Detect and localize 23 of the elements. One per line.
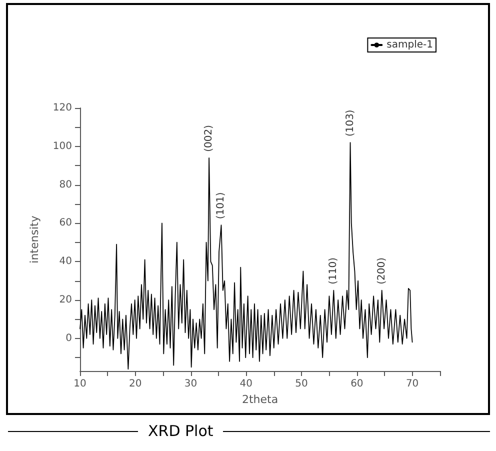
x-tick-label: 20 [129,378,142,390]
x-tick-label: 70 [406,378,419,390]
y-tick-label: 80 [59,179,72,190]
annotation: (110) [328,257,340,284]
y-tick-label: 60 [59,218,72,229]
annotation: (101) [216,192,227,220]
x-tick-label: 60 [350,378,364,390]
y-tick-label: 20 [59,294,72,306]
y-tick-label: 0 [66,332,72,344]
y-tick-label: 40 [59,256,72,268]
y-tick-label: 120 [52,102,72,114]
y-tick-label: 100 [52,140,72,152]
x-tick-label: 50 [295,378,308,390]
annotation: (200) [376,257,388,284]
x-tick-label: 40 [240,378,253,390]
x-tick-label: 30 [184,378,198,390]
x-tick-label: 10 [74,378,86,390]
annotation: (103) [344,110,356,137]
legend-label: sample-1 [386,40,433,50]
y-axis-title: intensity [28,215,41,264]
annotation: (002) [204,124,215,152]
x-axis-title: 2theta [242,392,278,406]
text: XRD Plot [147,421,214,442]
